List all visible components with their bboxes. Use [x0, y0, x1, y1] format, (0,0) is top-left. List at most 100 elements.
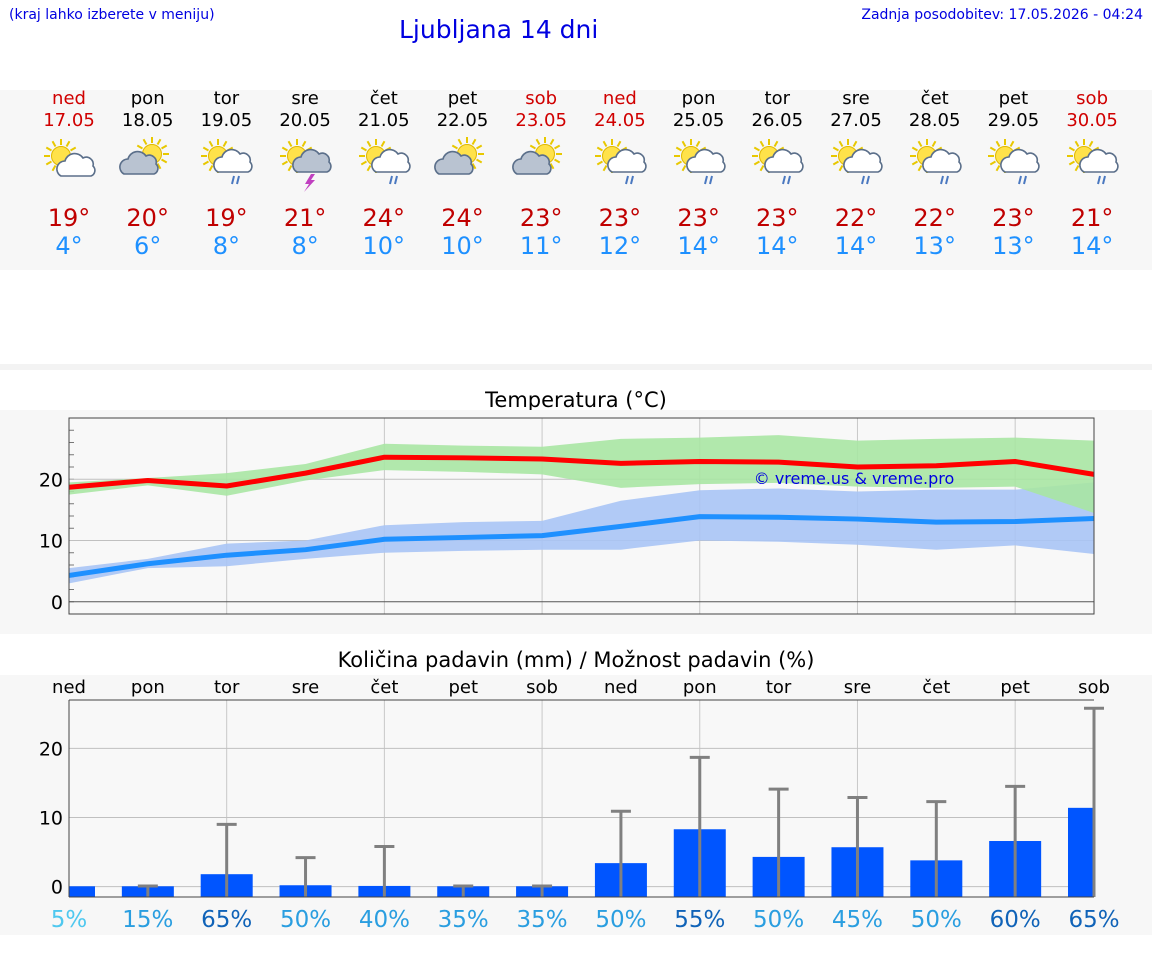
sun-cloud-rain-icon	[590, 134, 650, 194]
precipitation-chance: 35%	[517, 907, 568, 933]
sun-cloud-rain-icon	[669, 134, 729, 194]
sun-cloud-rain-icon	[983, 134, 1043, 194]
day-date: 20.05	[279, 110, 331, 131]
min-temperature: 14°	[756, 232, 799, 260]
daily-forecast: ned 17.05 19° 4° pon 18.05 20° 6° tor 19.05 19° 8° s…	[0, 88, 1152, 268]
partly-cloudy-sun-icon	[39, 134, 99, 194]
min-temperature: 10°	[362, 232, 406, 260]
day-name: ned	[602, 88, 637, 109]
day-date: 23.05	[515, 110, 567, 131]
precipitation-chance: 50%	[911, 907, 962, 933]
day-forecast: pon 25.05 23° 14°	[660, 88, 738, 260]
watermark: © vreme.us & vreme.pro	[754, 469, 955, 488]
day-forecast: ned 24.05 23° 12°	[581, 88, 659, 260]
min-temperature: 13°	[992, 232, 1035, 260]
day-date: 24.05	[594, 110, 646, 131]
day-label: ned	[52, 677, 86, 698]
precipitation-bar	[69, 886, 95, 897]
min-temperature: 14°	[834, 232, 878, 260]
day-name: ned	[52, 88, 86, 109]
day-name: pon	[130, 88, 165, 109]
day-date: 26.05	[751, 110, 804, 131]
day-forecast: ned 17.05 19° 4°	[30, 88, 108, 260]
precipitation-chance: 40%	[359, 907, 410, 933]
precipitation-chart-title: Količina padavin (mm) / Možnost padavin …	[337, 648, 815, 672]
sun-cloud-rain-icon	[1062, 134, 1122, 194]
day-name: sob	[1076, 88, 1108, 109]
day-date: 22.05	[436, 110, 489, 131]
precipitation-chance: 55%	[674, 907, 725, 933]
day-date: 30.05	[1066, 110, 1118, 131]
day-forecast: sob 30.05 21° 14°	[1053, 88, 1131, 260]
min-temperature: 8°	[291, 232, 319, 260]
temperature-chart: 0 10 20 © vreme.us & vreme.pro	[39, 417, 1095, 615]
day-forecast: pet 29.05 23° 13°	[974, 88, 1052, 260]
max-temperature: 23°	[677, 204, 720, 232]
precipitation-chart: ned pon tor sre čet pet sob ned pon tor sre čet pet s…	[39, 677, 1120, 933]
page-title: Ljubljana 14 dni	[399, 15, 599, 44]
max-temperature: 21°	[283, 204, 327, 232]
day-name: čet	[920, 88, 949, 109]
day-label: pet	[448, 677, 478, 698]
day-label: sob	[1078, 677, 1110, 698]
day-label: sre	[844, 677, 871, 698]
day-label: čet	[922, 677, 950, 698]
max-temperature: 24°	[362, 204, 406, 232]
sun-cloud-rain-icon	[747, 134, 807, 194]
day-name: pet	[447, 88, 478, 109]
min-temperature: 4°	[55, 232, 83, 260]
day-label: tor	[214, 677, 240, 698]
min-temperature: 10°	[441, 232, 484, 260]
day-label: pet	[1000, 677, 1030, 698]
y-tick-label: 0	[51, 592, 63, 614]
day-date: 21.05	[358, 110, 410, 131]
last-update: Zadnja posodobitev: 17.05.2026 - 04:24	[861, 7, 1143, 23]
max-temperature: 19°	[47, 204, 91, 232]
day-forecast: tor 26.05 23° 14°	[738, 88, 816, 260]
day-label: ned	[604, 677, 638, 698]
day-date: 29.05	[987, 110, 1040, 131]
day-forecast: sob 23.05 23° 11°	[502, 88, 580, 260]
min-temperature: 11°	[519, 232, 563, 260]
day-name: čet	[369, 88, 398, 109]
max-temperature: 21°	[1070, 204, 1114, 232]
sun-behind-cloud-icon	[511, 134, 571, 194]
min-temperature: 14°	[677, 232, 720, 260]
precipitation-chance: 15%	[122, 907, 173, 933]
max-temperature: 20°	[126, 204, 169, 232]
min-temperature: 8°	[212, 232, 241, 260]
day-label: tor	[766, 677, 792, 698]
plot-border	[68, 417, 1095, 615]
forecast-band	[0, 90, 1152, 270]
precipitation-chance: 50%	[753, 907, 804, 933]
max-temperature: 23°	[992, 204, 1035, 232]
sun-behind-cloud-icon	[433, 134, 493, 194]
day-date: 28.05	[908, 110, 961, 131]
max-temperature-line	[68, 454, 1095, 490]
sun-cloud-rain-icon	[196, 134, 256, 194]
day-name: sob	[525, 88, 558, 109]
max-temperature: 23°	[756, 204, 799, 232]
precipitation-chance: 60%	[990, 907, 1041, 933]
max-temperature: 22°	[834, 204, 878, 232]
y-tick-label: 10	[39, 808, 63, 830]
day-forecast: tor 19.05 19° 8°	[187, 88, 265, 260]
sun-cloud-thunder-icon	[275, 134, 335, 194]
day-date: 25.05	[672, 110, 725, 131]
separator	[0, 364, 1152, 370]
precipitation-chance: 50%	[280, 907, 331, 933]
min-temperature: 12°	[598, 232, 642, 260]
min-temperature: 13°	[913, 232, 956, 260]
min-temperature: 14°	[1070, 232, 1114, 260]
precipitation-bar	[1068, 807, 1094, 897]
temperature-chart-title: Temperatura (°C)	[485, 388, 667, 412]
precipitation-chance: 5%	[51, 907, 88, 933]
day-name: sre	[291, 88, 319, 109]
max-temperature-range	[69, 435, 1094, 513]
day-name: tor	[764, 88, 791, 109]
day-name: pet	[998, 88, 1029, 109]
day-forecast: sre 20.05 21° 8°	[266, 88, 344, 260]
day-name: pon	[681, 88, 716, 109]
day-label: sre	[292, 677, 319, 698]
day-date: 19.05	[200, 110, 253, 131]
